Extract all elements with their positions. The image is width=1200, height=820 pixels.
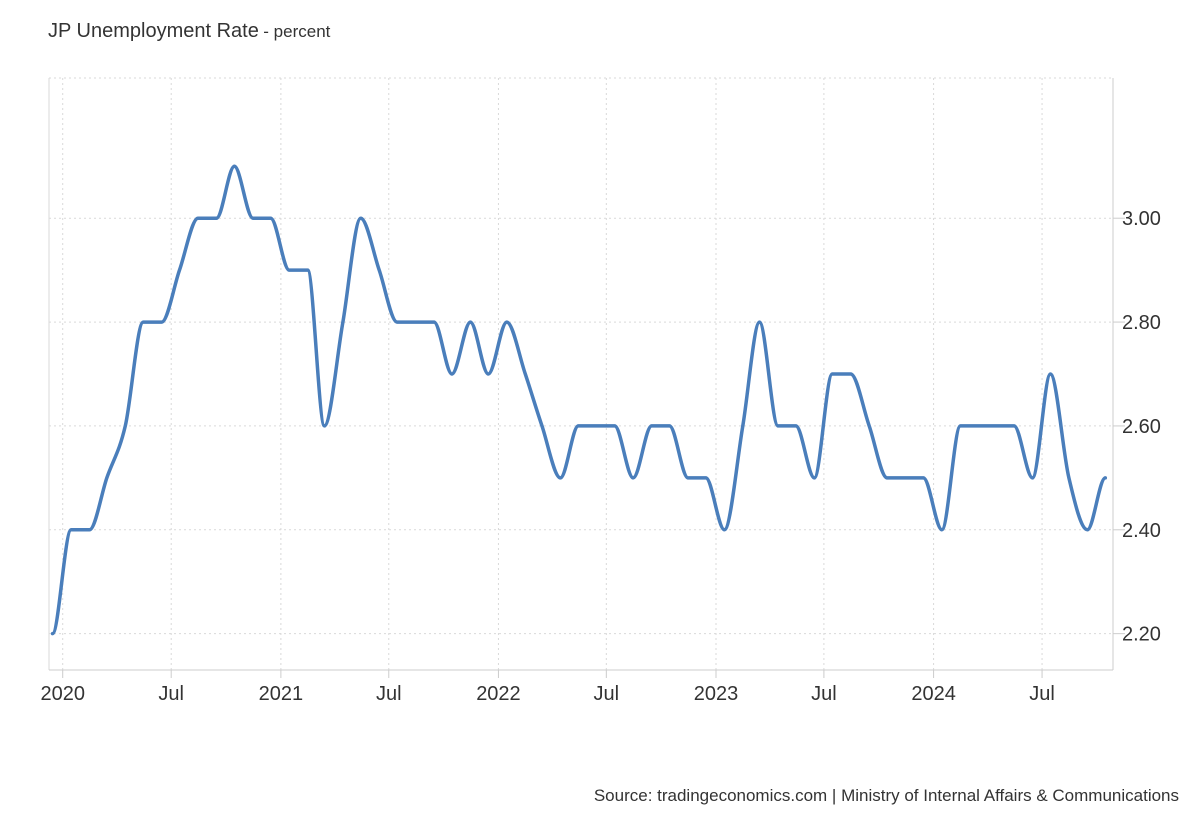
- chart-title: JP Unemployment Rate: [48, 20, 259, 42]
- source-attribution: Source: tradingeconomics.com | Ministry …: [593, 786, 1179, 805]
- y-tick-label: 2.20: [1122, 624, 1161, 646]
- chart-title-row: JP Unemployment Rate - percent: [48, 20, 330, 43]
- chart-units: - percent: [263, 22, 331, 41]
- x-tick-label: Jul: [811, 683, 837, 705]
- x-tick-label: 2023: [694, 683, 739, 705]
- axis-layer: 2.20 2.40 2.60 2.80 3.00 2020 Jul 2021 Jul 2022 Ju…: [40, 78, 1161, 705]
- y-tick-label: 2.60: [1122, 416, 1161, 438]
- series-layer: [50, 164, 1108, 636]
- y-tick-label: 2.40: [1122, 520, 1161, 542]
- x-tick-label: Jul: [376, 683, 402, 705]
- x-tick-label: Jul: [1029, 683, 1055, 705]
- x-tick-label: Jul: [158, 683, 184, 705]
- x-tick-label: 2024: [911, 683, 956, 705]
- x-tick-label: 2021: [259, 683, 304, 705]
- x-tick-label: 2020: [40, 683, 85, 705]
- x-tick-label: 2022: [476, 683, 521, 705]
- y-tick-label: 2.80: [1122, 312, 1161, 334]
- series-line: [50, 164, 1108, 636]
- y-tick-label: 3.00: [1122, 208, 1161, 230]
- grid-layer: [49, 77, 1113, 670]
- x-tick-label: Jul: [594, 683, 620, 705]
